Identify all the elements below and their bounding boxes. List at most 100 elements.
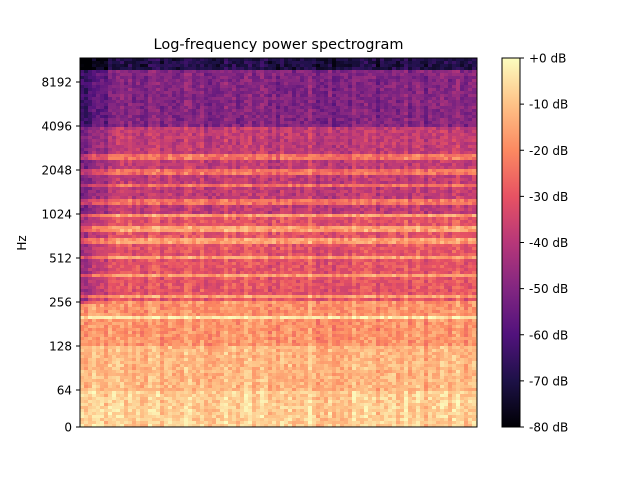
- heatmap-cell: [168, 100, 173, 104]
- heatmap-cell: [316, 109, 321, 113]
- heatmap-cell: [116, 127, 121, 131]
- heatmap-cell: [116, 199, 121, 203]
- heatmap-cell: [320, 106, 325, 110]
- heatmap-cell: [156, 127, 161, 131]
- heatmap-cell: [424, 142, 429, 146]
- heatmap-cell: [304, 142, 309, 146]
- heatmap-cell: [288, 184, 293, 188]
- heatmap-cell: [440, 124, 445, 128]
- heatmap-cell: [448, 61, 453, 65]
- heatmap-cell: [236, 124, 241, 128]
- heatmap-cell: [288, 88, 293, 92]
- heatmap-cell: [164, 112, 169, 116]
- heatmap-cell: [472, 187, 477, 191]
- heatmap-cell: [120, 67, 125, 71]
- heatmap-cell: [212, 205, 217, 209]
- heatmap-cell: [108, 82, 113, 86]
- heatmap-cell: [304, 181, 309, 185]
- heatmap-cell: [420, 193, 425, 197]
- heatmap-cell: [292, 136, 297, 140]
- heatmap-cell: [252, 127, 257, 131]
- heatmap-cell: [372, 202, 377, 206]
- heatmap-cell: [172, 112, 177, 116]
- heatmap-cell: [232, 64, 237, 68]
- heatmap-cell: [196, 184, 201, 188]
- heatmap-cell: [204, 154, 209, 158]
- heatmap-cell: [288, 139, 293, 143]
- heatmap-cell: [288, 133, 293, 137]
- heatmap-cell: [444, 73, 449, 77]
- heatmap-cell: [416, 139, 421, 143]
- heatmap-cell: [332, 127, 337, 131]
- heatmap-cell: [352, 127, 357, 131]
- heatmap-cell: [92, 100, 97, 104]
- heatmap-cell: [84, 70, 89, 74]
- heatmap-cell: [160, 106, 165, 110]
- heatmap-cell: [464, 64, 469, 68]
- heatmap-cell: [124, 82, 129, 86]
- heatmap-cell: [248, 121, 253, 125]
- heatmap-cell: [116, 76, 121, 80]
- heatmap-cell: [220, 139, 225, 143]
- heatmap-cell: [128, 145, 133, 149]
- heatmap-cell: [272, 79, 277, 83]
- heatmap-cell: [156, 106, 161, 110]
- heatmap-cell: [416, 79, 421, 83]
- heatmap-cell: [416, 187, 421, 191]
- heatmap-cell: [116, 160, 121, 164]
- heatmap-cell: [204, 82, 209, 86]
- heatmap-cell: [376, 139, 381, 143]
- heatmap-cell: [284, 58, 289, 62]
- heatmap-cell: [160, 202, 165, 206]
- heatmap-cell: [240, 94, 245, 98]
- heatmap-cell: [416, 70, 421, 74]
- heatmap-cell: [128, 205, 133, 209]
- heatmap-cell: [284, 142, 289, 146]
- heatmap-cell: [472, 196, 477, 200]
- heatmap-cell: [180, 61, 185, 65]
- heatmap-cell: [304, 193, 309, 197]
- heatmap-cell: [160, 145, 165, 149]
- heatmap-cell: [168, 187, 173, 191]
- heatmap-cell: [328, 166, 333, 170]
- heatmap-cell: [444, 133, 449, 137]
- heatmap-cell: [176, 73, 181, 77]
- heatmap-cell: [148, 169, 153, 173]
- heatmap-cell: [420, 166, 425, 170]
- heatmap-cell: [280, 136, 285, 140]
- heatmap-cell: [108, 178, 113, 182]
- heatmap-cell: [224, 85, 229, 89]
- heatmap-cell: [156, 76, 161, 80]
- heatmap-cell: [428, 85, 433, 89]
- heatmap-cell: [104, 73, 109, 77]
- heatmap-cell: [108, 154, 113, 158]
- heatmap-cell: [384, 124, 389, 128]
- heatmap-cell: [332, 190, 337, 194]
- heatmap-cell: [360, 133, 365, 137]
- heatmap-cell: [396, 91, 401, 95]
- heatmap-cell: [296, 169, 301, 173]
- heatmap-cell: [200, 184, 205, 188]
- heatmap-cell: [400, 178, 405, 182]
- heatmap-cell: [348, 169, 353, 173]
- heatmap-cell: [196, 205, 201, 209]
- heatmap-cell: [172, 145, 177, 149]
- heatmap-cell: [204, 124, 209, 128]
- heatmap-cell: [132, 106, 137, 110]
- heatmap-cell: [440, 67, 445, 71]
- heatmap-cell: [116, 190, 121, 194]
- heatmap-cell: [188, 184, 193, 188]
- heatmap-cell: [128, 100, 133, 104]
- heatmap-cell: [420, 133, 425, 137]
- heatmap-cell: [272, 115, 277, 119]
- heatmap-cell: [300, 127, 305, 131]
- heatmap-cell: [216, 79, 221, 83]
- heatmap-cell: [148, 103, 153, 107]
- heatmap-cell: [228, 172, 233, 176]
- heatmap-cell: [444, 169, 449, 173]
- heatmap-cell: [384, 82, 389, 86]
- heatmap-cell: [296, 106, 301, 110]
- heatmap-cell: [240, 97, 245, 101]
- heatmap-cell: [212, 133, 217, 137]
- heatmap-cell: [300, 145, 305, 149]
